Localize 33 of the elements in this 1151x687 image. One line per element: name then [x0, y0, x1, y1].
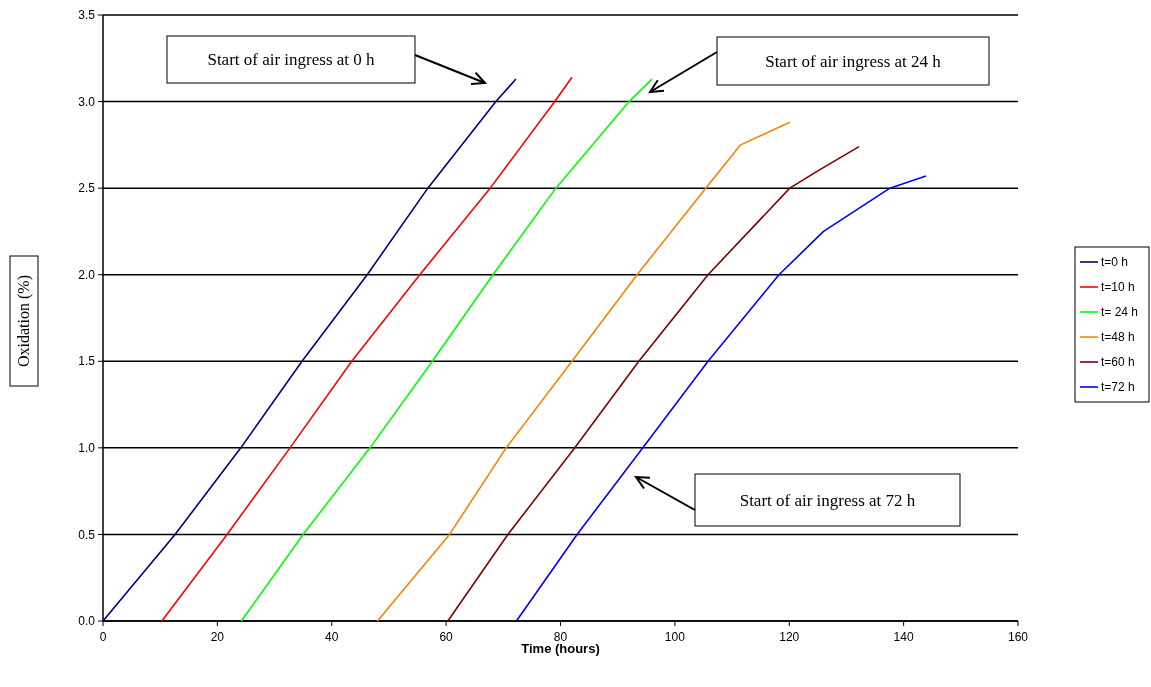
x-tick-label: 120 — [779, 630, 800, 644]
line-series — [240, 78, 653, 622]
legend-label: t=0 h — [1101, 255, 1129, 270]
annotation: Start of air ingress at 0 h — [207, 50, 376, 70]
annotation: Start of air ingress at 24 h — [765, 51, 942, 71]
y-tick-label: 3.5 — [78, 8, 96, 23]
line-series — [102, 78, 517, 622]
y-tick-label: 0.5 — [78, 527, 96, 542]
line-series — [161, 76, 573, 622]
annotation: Start of air ingress at 72 h — [739, 490, 916, 510]
x-tick-label: 20 — [210, 630, 225, 644]
y-tick-label: 0.0 — [78, 614, 96, 629]
x-axis-title: Time (hours) — [521, 641, 600, 656]
x-tick-label: 40 — [325, 630, 339, 644]
legend-label: t=60 h — [1101, 355, 1135, 370]
y-tick-label: 1.5 — [78, 354, 96, 369]
legend-label: t=72 h — [1101, 380, 1135, 395]
line-series — [515, 175, 927, 622]
x-tick-label: 100 — [664, 630, 686, 644]
legend-label: t=10 h — [1101, 280, 1135, 295]
legend-label: t= 24 h — [1101, 305, 1139, 320]
line-series — [376, 121, 791, 622]
y-tick-label: 3.0 — [78, 94, 96, 109]
legend-label: t=48 h — [1101, 330, 1135, 345]
y-tick-label: 1.0 — [78, 441, 96, 456]
y-axis-title: Oxidation (%) — [15, 275, 33, 367]
y-tick-label: 2.0 — [78, 267, 96, 282]
x-tick-label: 80 — [553, 630, 568, 644]
x-tick-label: 140 — [893, 630, 914, 644]
x-tick-label: 60 — [439, 630, 454, 644]
y-tick-label: 2.5 — [78, 181, 96, 196]
x-tick-label: 0 — [99, 630, 107, 644]
x-tick-label: 160 — [1007, 630, 1029, 644]
